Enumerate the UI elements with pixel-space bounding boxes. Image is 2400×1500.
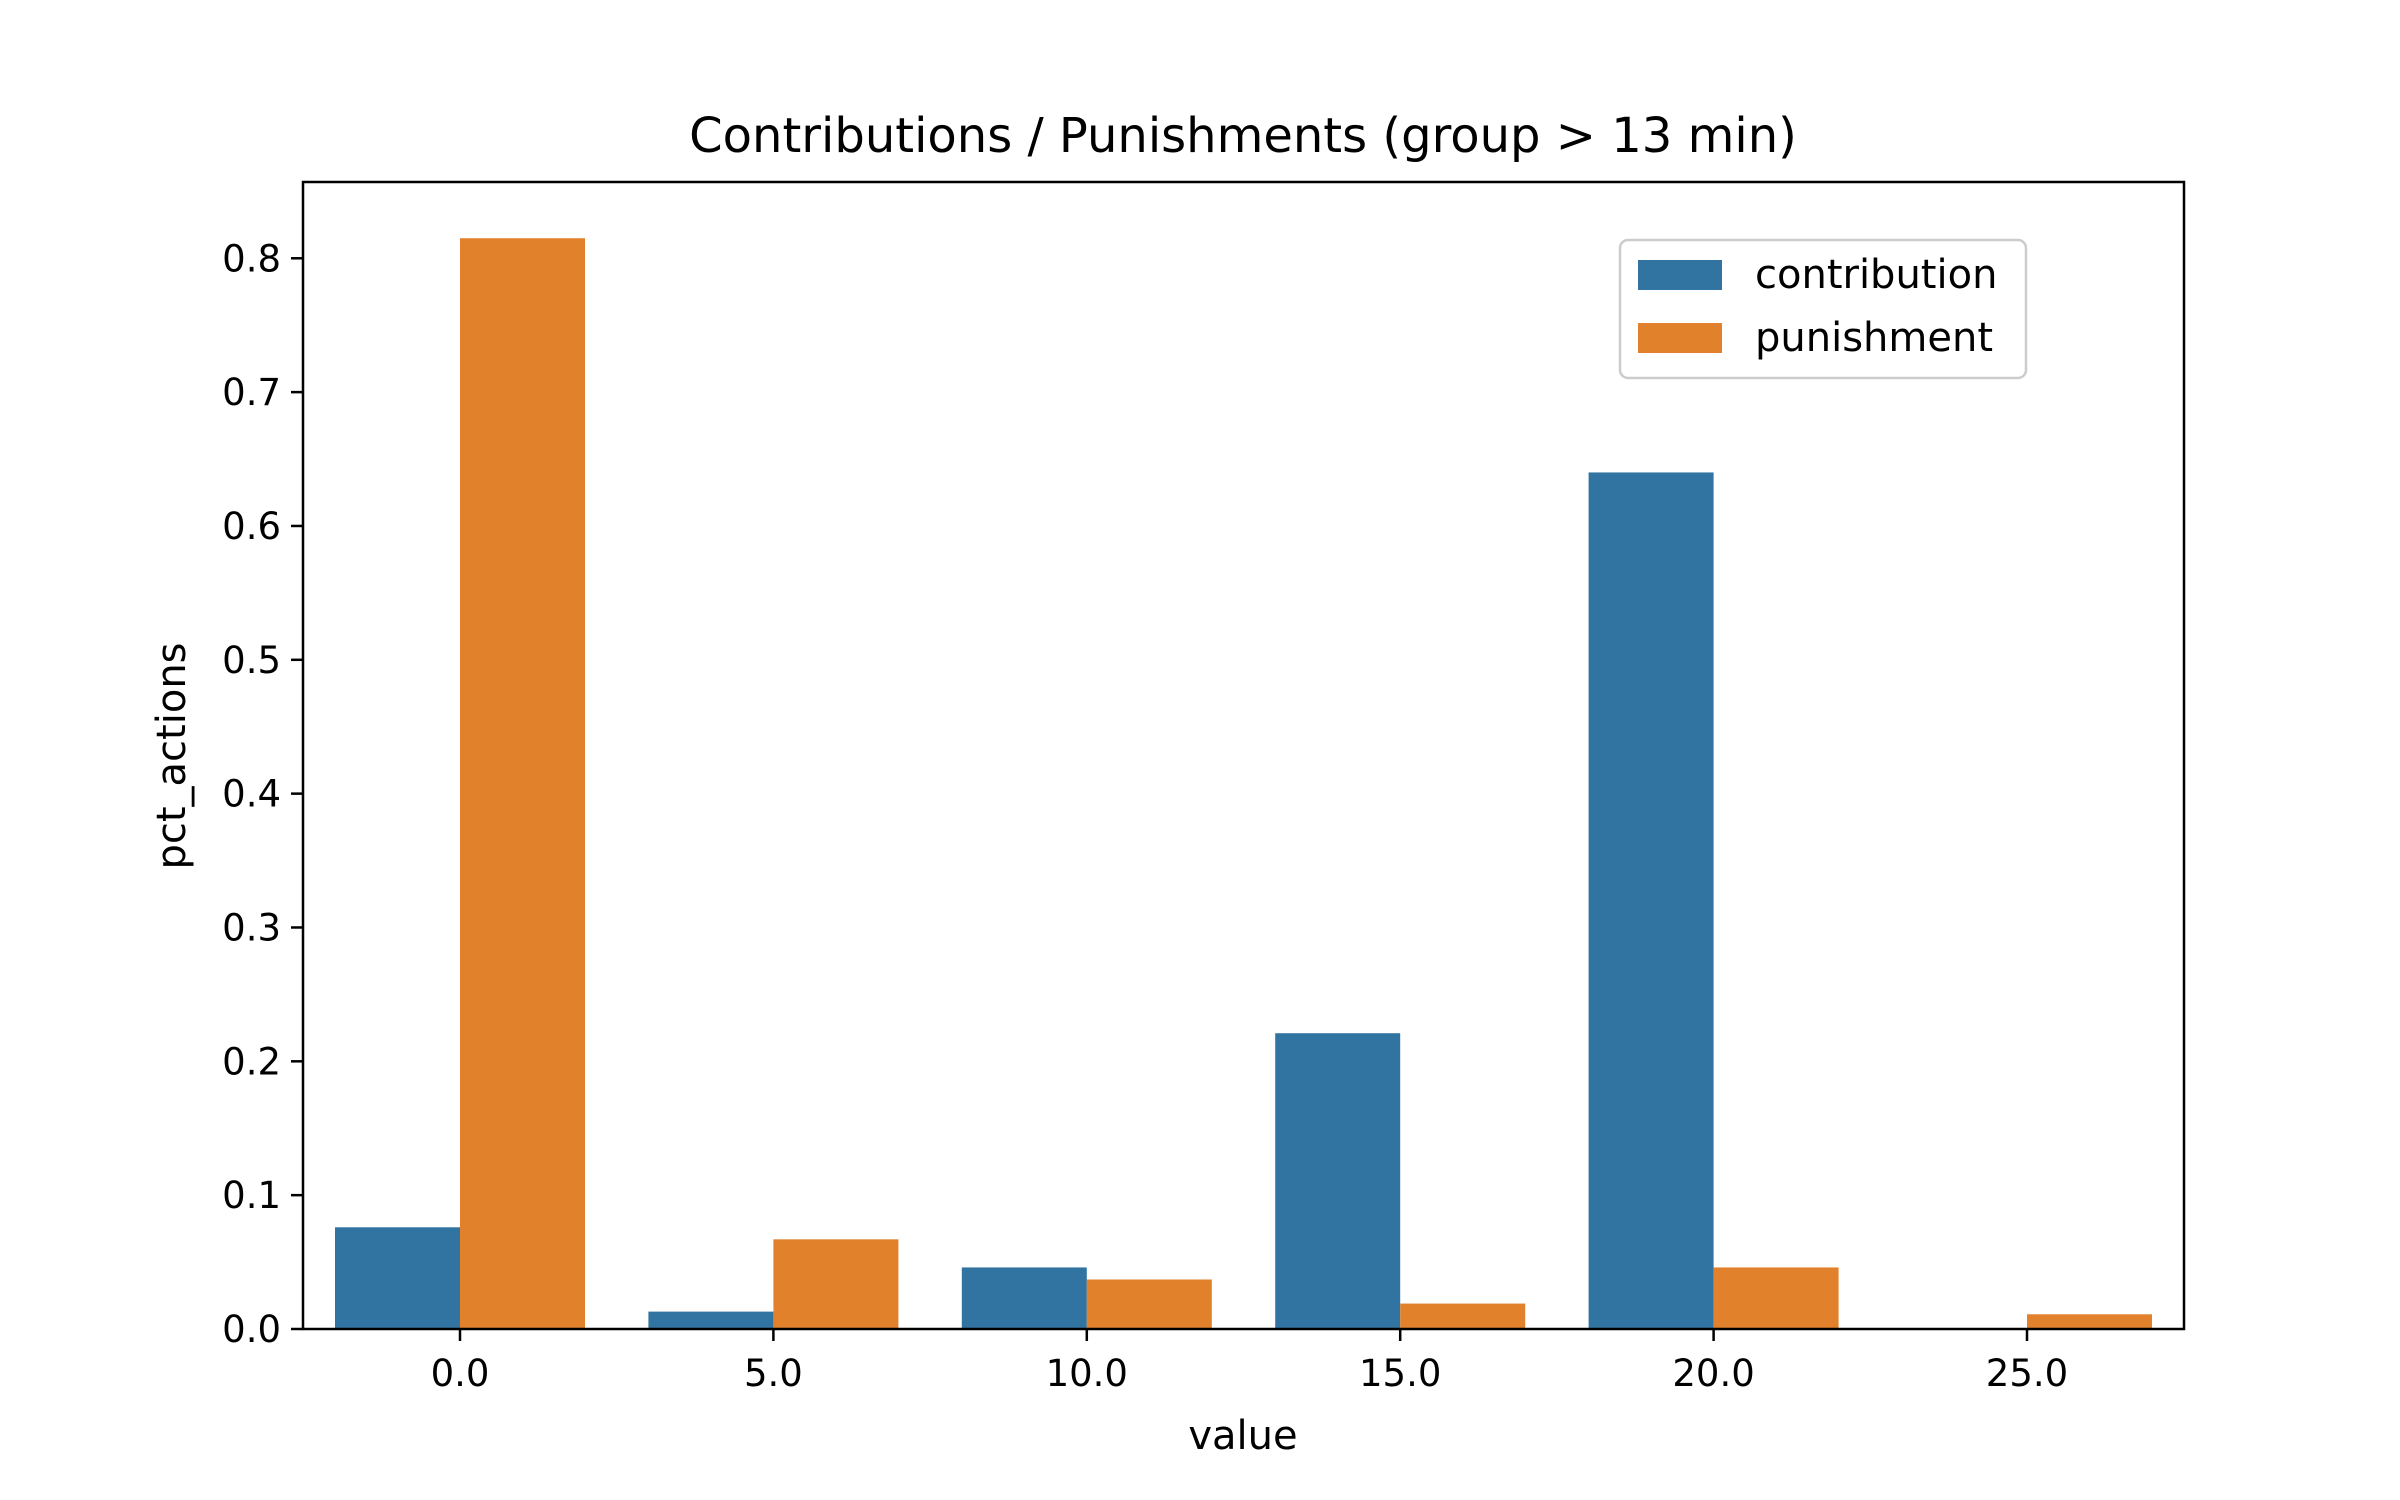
x-axis-label: value bbox=[1188, 1413, 1297, 1459]
y-tick-label: 0.8 bbox=[222, 237, 281, 280]
x-tick-label: 25.0 bbox=[1986, 1352, 2068, 1395]
x-axis: 0.0 5.0 10.0 15.0 20.0 25.0 bbox=[431, 1329, 2068, 1395]
bar-punishment-5.0 bbox=[773, 1239, 899, 1329]
bar-punishment-25.0 bbox=[2027, 1314, 2152, 1329]
legend-swatch-punishment bbox=[1638, 323, 1722, 353]
y-tick-label: 0.7 bbox=[222, 371, 281, 414]
bar-contribution-5.0 bbox=[648, 1311, 774, 1329]
x-tick-label: 10.0 bbox=[1046, 1352, 1128, 1395]
bar-punishment-20.0 bbox=[1713, 1267, 1839, 1329]
y-tick-label: 0.2 bbox=[222, 1040, 281, 1083]
bar-punishment-10.0 bbox=[1086, 1279, 1212, 1329]
legend-label-contribution: contribution bbox=[1755, 252, 1997, 298]
bar-contribution-0.0 bbox=[335, 1227, 460, 1329]
y-axis: 0.0 0.1 0.2 0.3 0.4 0.5 0.6 0.7 0.8 bbox=[222, 237, 303, 1351]
bar-contribution-20.0 bbox=[1588, 472, 1714, 1330]
y-tick-label: 0.4 bbox=[222, 773, 281, 816]
x-tick-label: 15.0 bbox=[1359, 1352, 1441, 1395]
chart-title: Contributions / Punishments (group > 13 … bbox=[689, 108, 1797, 164]
bar-contribution-15.0 bbox=[1275, 1033, 1401, 1329]
y-tick-label: 0.5 bbox=[222, 639, 281, 682]
bar-contribution-10.0 bbox=[961, 1267, 1087, 1329]
bar-punishment-15.0 bbox=[1400, 1303, 1526, 1329]
x-tick-label: 5.0 bbox=[744, 1352, 803, 1395]
legend-swatch-contribution bbox=[1638, 260, 1722, 290]
bar-punishment-0.0 bbox=[460, 238, 585, 1329]
x-tick-label: 20.0 bbox=[1672, 1352, 1754, 1395]
y-axis-label: pct_actions bbox=[149, 642, 195, 869]
x-tick-label: 0.0 bbox=[431, 1352, 490, 1395]
plot-frame bbox=[301, 180, 2186, 1331]
bars-layer bbox=[335, 238, 2152, 1330]
y-tick-label: 0.0 bbox=[222, 1308, 281, 1351]
legend-label-punishment: punishment bbox=[1755, 315, 1993, 361]
y-tick-label: 0.1 bbox=[222, 1174, 281, 1217]
legend: contribution punishment bbox=[1618, 238, 2028, 380]
y-tick-label: 0.6 bbox=[222, 505, 281, 548]
y-tick-label: 0.3 bbox=[222, 906, 281, 949]
